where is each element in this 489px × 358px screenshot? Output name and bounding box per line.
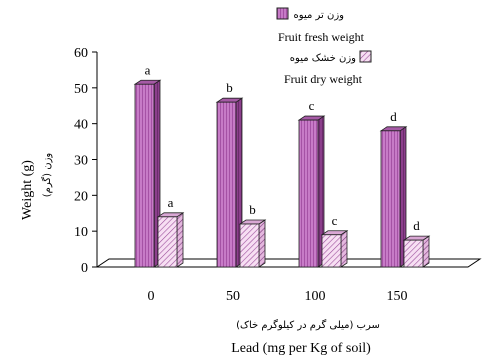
significance-letter: c bbox=[309, 98, 315, 113]
bar-fresh-weight: b bbox=[215, 80, 244, 268]
x-axis-title-fa: سرب (میلی گرم در کیلوگرم خاک) bbox=[236, 319, 380, 331]
x-axis-title: Lead (mg per Kg of soil) bbox=[231, 341, 371, 356]
bar-dry-weight: d bbox=[402, 218, 431, 268]
y-tick-label: 10 bbox=[74, 225, 88, 240]
bar-dry-weight: c bbox=[320, 213, 349, 268]
legend-swatch-dry bbox=[359, 50, 372, 63]
significance-letter: c bbox=[332, 213, 338, 228]
bars: a a b b c c d d bbox=[133, 62, 431, 268]
legend-label-dry: Fruit dry weight bbox=[284, 72, 363, 86]
legend: وزن تر میوه Fruit fresh weight وزن خشک م… bbox=[276, 7, 372, 86]
bar-fresh-weight: c bbox=[297, 98, 326, 268]
significance-letter: d bbox=[413, 218, 420, 233]
y-axis-title: Weight (g) bbox=[20, 160, 35, 220]
x-tick-label: 0 bbox=[148, 289, 155, 304]
y-tick-label: 60 bbox=[74, 46, 88, 61]
x-tick-label: 100 bbox=[305, 289, 326, 304]
significance-letter: d bbox=[390, 109, 397, 124]
bar-fresh-weight: d bbox=[379, 109, 408, 268]
y-tick-label: 20 bbox=[74, 189, 88, 204]
x-tick-label: 50 bbox=[226, 289, 240, 304]
bar-dry-weight: a bbox=[156, 195, 185, 268]
significance-letter: b bbox=[249, 202, 256, 217]
x-tick-label: 150 bbox=[387, 289, 408, 304]
y-axis-title-fa: وزن (گرم) bbox=[41, 153, 53, 198]
significance-letter: a bbox=[145, 62, 151, 77]
legend-label-fresh-fa: وزن تر میوه bbox=[294, 10, 345, 21]
y-tick-label: 50 bbox=[74, 82, 88, 97]
bar-dry-weight: b bbox=[238, 202, 267, 268]
significance-letter: b bbox=[226, 80, 233, 95]
y-tick-label: 30 bbox=[74, 154, 88, 169]
bar-fresh-weight: a bbox=[133, 62, 162, 268]
significance-letter: a bbox=[168, 195, 174, 210]
legend-label-dry-fa: وزن خشک میوه bbox=[290, 53, 356, 64]
y-tick-label: 40 bbox=[74, 118, 88, 133]
legend-swatch-fresh bbox=[276, 7, 289, 20]
y-tick-label: 0 bbox=[81, 261, 88, 276]
legend-label-fresh: Fruit fresh weight bbox=[278, 30, 365, 44]
